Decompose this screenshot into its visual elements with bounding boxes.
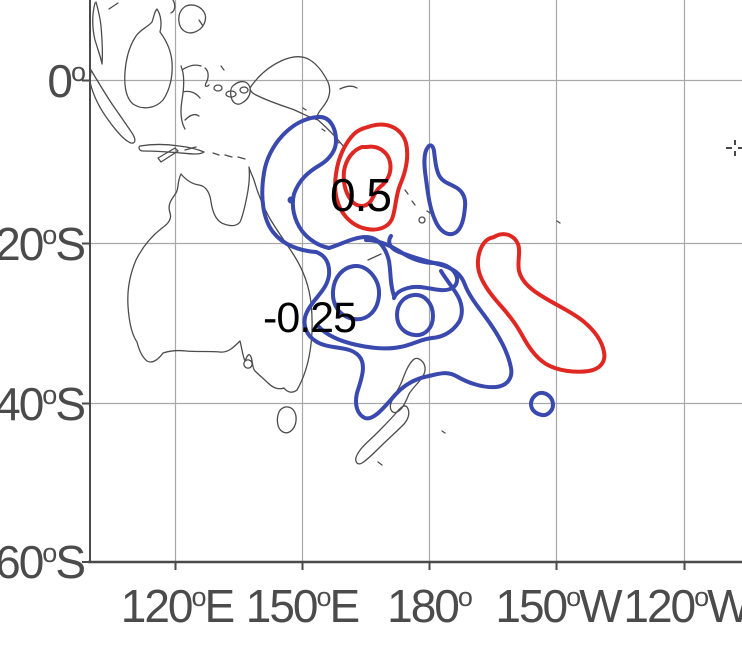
- contour-value-labels: 0.5 -0.25: [263, 169, 392, 342]
- axis-ticks: [82, 79, 686, 570]
- coast-sulawesi: [180, 64, 202, 130]
- coast-moluccas: [204, 65, 249, 98]
- blue-contour-outer-sweep: [302, 234, 514, 421]
- axes: [82, 0, 742, 570]
- y-tick-40S: 40oS: [0, 378, 84, 430]
- y-axis-labels: 0o 20oS 40oS 60oS: [0, 55, 87, 588]
- coast-philippines: [170, 0, 207, 34]
- x-axis-labels: 120oE 150oE 180o 150oW 120oW: [121, 580, 742, 632]
- blue-hook-contour: [422, 143, 468, 237]
- coast-new-guinea: [229, 56, 345, 148]
- y-tick-20S: 20oS: [0, 218, 84, 270]
- gridlines: [90, 0, 742, 562]
- positive-contours: [333, 122, 607, 374]
- coast-java: [138, 143, 246, 160]
- negative-contours: [260, 114, 555, 421]
- x-tick-120W: 120oW: [623, 580, 742, 632]
- coast-timor: [157, 146, 197, 163]
- blue-inner-loop-west: [330, 264, 382, 322]
- y-tick-60S: 60oS: [0, 536, 84, 588]
- blue-inner-loop-east: [395, 292, 435, 338]
- red-outer-ring: [333, 122, 410, 232]
- coast-australia: [127, 166, 313, 393]
- blue-contour-west-nested-u: [260, 114, 338, 254]
- contour-label-positive: 0.5: [330, 169, 391, 221]
- blue-contour-ne-tip-band: [364, 238, 460, 300]
- red-inner-ring: [341, 144, 393, 208]
- blue-small-ring: [529, 390, 555, 418]
- coastlines: [89, 0, 561, 466]
- x-tick-120E: 120oE: [121, 580, 234, 632]
- blue-minimum-dot: [287, 196, 295, 204]
- red-southeast-blob: [475, 232, 607, 374]
- y-tick-0: 0o: [47, 55, 85, 107]
- x-tick-150E: 150oE: [246, 580, 359, 632]
- blue-contour-lower-band: [316, 269, 464, 351]
- coast-melanesia-islands: [302, 85, 561, 434]
- coast-indochina: [92, 1, 119, 65]
- x-tick-150W: 150oW: [495, 580, 623, 632]
- coast-borneo: [124, 8, 173, 109]
- coast-tasmania: [276, 406, 297, 434]
- contour-label-negative: -0.25: [263, 294, 356, 342]
- coast-sumatra: [89, 69, 136, 144]
- precision-cursor-icon: [726, 140, 742, 156]
- x-tick-180: 180o: [387, 580, 472, 632]
- coast-new-zealand: [355, 357, 426, 466]
